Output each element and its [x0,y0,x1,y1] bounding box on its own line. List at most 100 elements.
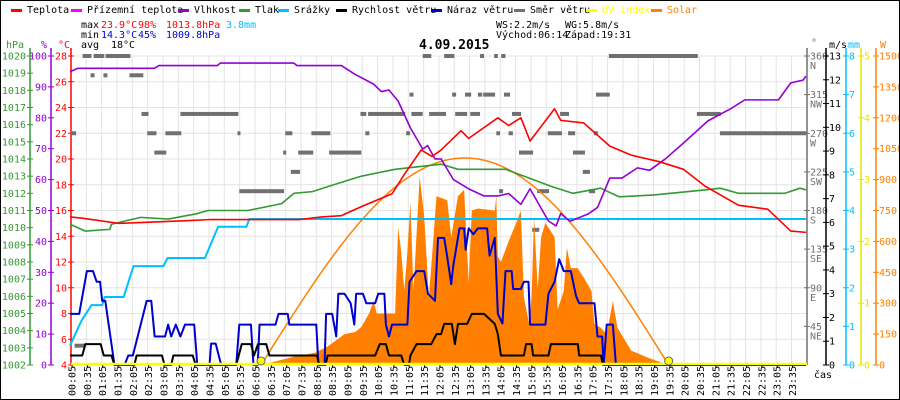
direction-compass-label: E [810,293,816,304]
wind-direction-mark [494,54,498,58]
wind-direction-mark [422,54,432,58]
legend-label: Náraz větru [447,4,514,16]
legend-label: UV index [602,4,651,16]
wind-tick-label: 0 [829,361,835,372]
solar-tick-label: 1050 [879,144,900,155]
wind-direction-mark [444,54,455,58]
legend-label: Srážky [294,4,331,16]
pressure-tick-label: 1007 [2,275,26,286]
wind-tick-label: 9 [829,147,835,158]
x-tick-label: 07:35 [297,366,308,396]
wind-direction-mark [365,131,370,136]
uv-tick-label: 1 [864,299,870,310]
humidity-tick-label: 70 [35,144,47,155]
wind-direction-mark [165,131,182,136]
x-tick-label: 09:35 [359,366,370,396]
solar-tick-label: 0 [879,361,885,372]
unit-watts: W [880,40,887,51]
wind-direction-mark [496,131,500,136]
sunset-marker [664,356,674,366]
pressure-tick-label: 1017 [2,103,26,114]
uv-tick-label: 5 [864,52,870,63]
legend-swatch [11,8,22,12]
legend-item: Tlak [239,4,279,16]
stats-sunrise: Východ:06:14 [496,30,569,41]
solar-tick-label: 1350 [879,82,900,93]
direction-tick-label: 270 [810,129,828,140]
wind-direction-mark [285,131,293,136]
wind-tick-label: 7 [829,194,835,205]
pressure-tick-label: 1014 [2,155,26,166]
temperature-tick-label: 24 [55,103,67,114]
uv-tick-label: 2 [864,237,870,248]
wind-direction-mark [572,150,585,155]
wind-tick-label: 3 [829,289,835,300]
x-tick-label: 13:05 [466,366,477,396]
wind-direction-mark [154,150,167,155]
pressure-tick-label: 1015 [2,137,26,148]
direction-compass-label: NW [810,100,823,111]
temperature-line [69,107,807,234]
x-tick-label: 02:35 [144,366,155,396]
wind-speed-line [70,312,807,366]
x-tick-label: 23:05 [773,366,784,396]
wind-direction-mark [582,169,590,174]
temperature-tick-label: 28 [55,52,67,63]
wind-direction-mark [499,189,504,194]
unit-mm: mm [848,40,861,51]
wind-direction-mark [368,111,406,116]
legend-swatch [278,8,289,12]
x-tick-label: 03:05 [159,366,170,396]
humidity-line [69,62,807,227]
x-tick-label: 21:35 [727,366,738,396]
temperature-tick-label: 26 [55,77,67,88]
x-tick-label: 19:35 [665,366,676,396]
wind-direction-mark [455,111,468,116]
direction-compass-label: N [810,61,816,72]
wind-tick-label: 1 [829,337,835,348]
legend-label: Teplota [27,4,70,16]
legend-swatch [431,8,442,12]
pressure-tick-label: 1002 [2,361,26,372]
wind-direction-mark [239,189,285,194]
x-tick-label: 12:35 [451,366,462,396]
direction-compass-label: SE [810,254,822,265]
wind-direction-mark [537,189,550,194]
pressure-tick-label: 1009 [2,240,26,251]
legend-item: Přízemní teplota [71,4,183,16]
solar-area [261,176,669,365]
humidity-tick-label: 30 [35,268,47,279]
wind-direction-mark [477,92,483,97]
x-tick-label: 08:35 [328,366,339,396]
wind-direction-mark [93,54,105,58]
solar-tick-label: 600 [879,237,897,248]
temperature-tick-label: 14 [55,232,67,243]
unit-hpa: hPa [6,40,25,51]
pressure-line [69,163,807,232]
stats-max-humidity: 98% [138,20,157,31]
wind-direction-mark [465,92,472,97]
wind-direction-mark [237,131,241,136]
unit-ms: m/s [829,40,848,51]
legend-item: Rychlost větru [336,4,436,16]
temperature-tick-label: 8 [61,309,67,320]
x-tick-label: 22:05 [742,366,753,396]
wind-direction-mark [532,227,540,232]
legend-swatch [336,8,347,12]
pressure-tick-label: 1008 [2,258,26,269]
wind-direction-mark [298,150,314,155]
x-tick-label: 22:35 [757,366,768,396]
humidity-tick-label: 0 [41,361,47,372]
x-tick-label: 09:05 [343,366,354,396]
x-tick-label: 04:35 [205,366,216,396]
temperature-tick-label: 16 [55,206,67,217]
x-tick-label: 00:35 [83,366,94,396]
x-tick-label: 08:05 [313,366,324,396]
wind-tick-label: 11 [829,99,841,110]
solar-tick-label: 900 [879,175,897,186]
wind-direction-mark [141,111,149,116]
wind-direction-mark [147,131,157,136]
wind-direction-mark [429,111,447,116]
solar-tick-label: 450 [879,268,897,279]
stats-wind-gust: WG:5.8m/s [565,20,620,31]
